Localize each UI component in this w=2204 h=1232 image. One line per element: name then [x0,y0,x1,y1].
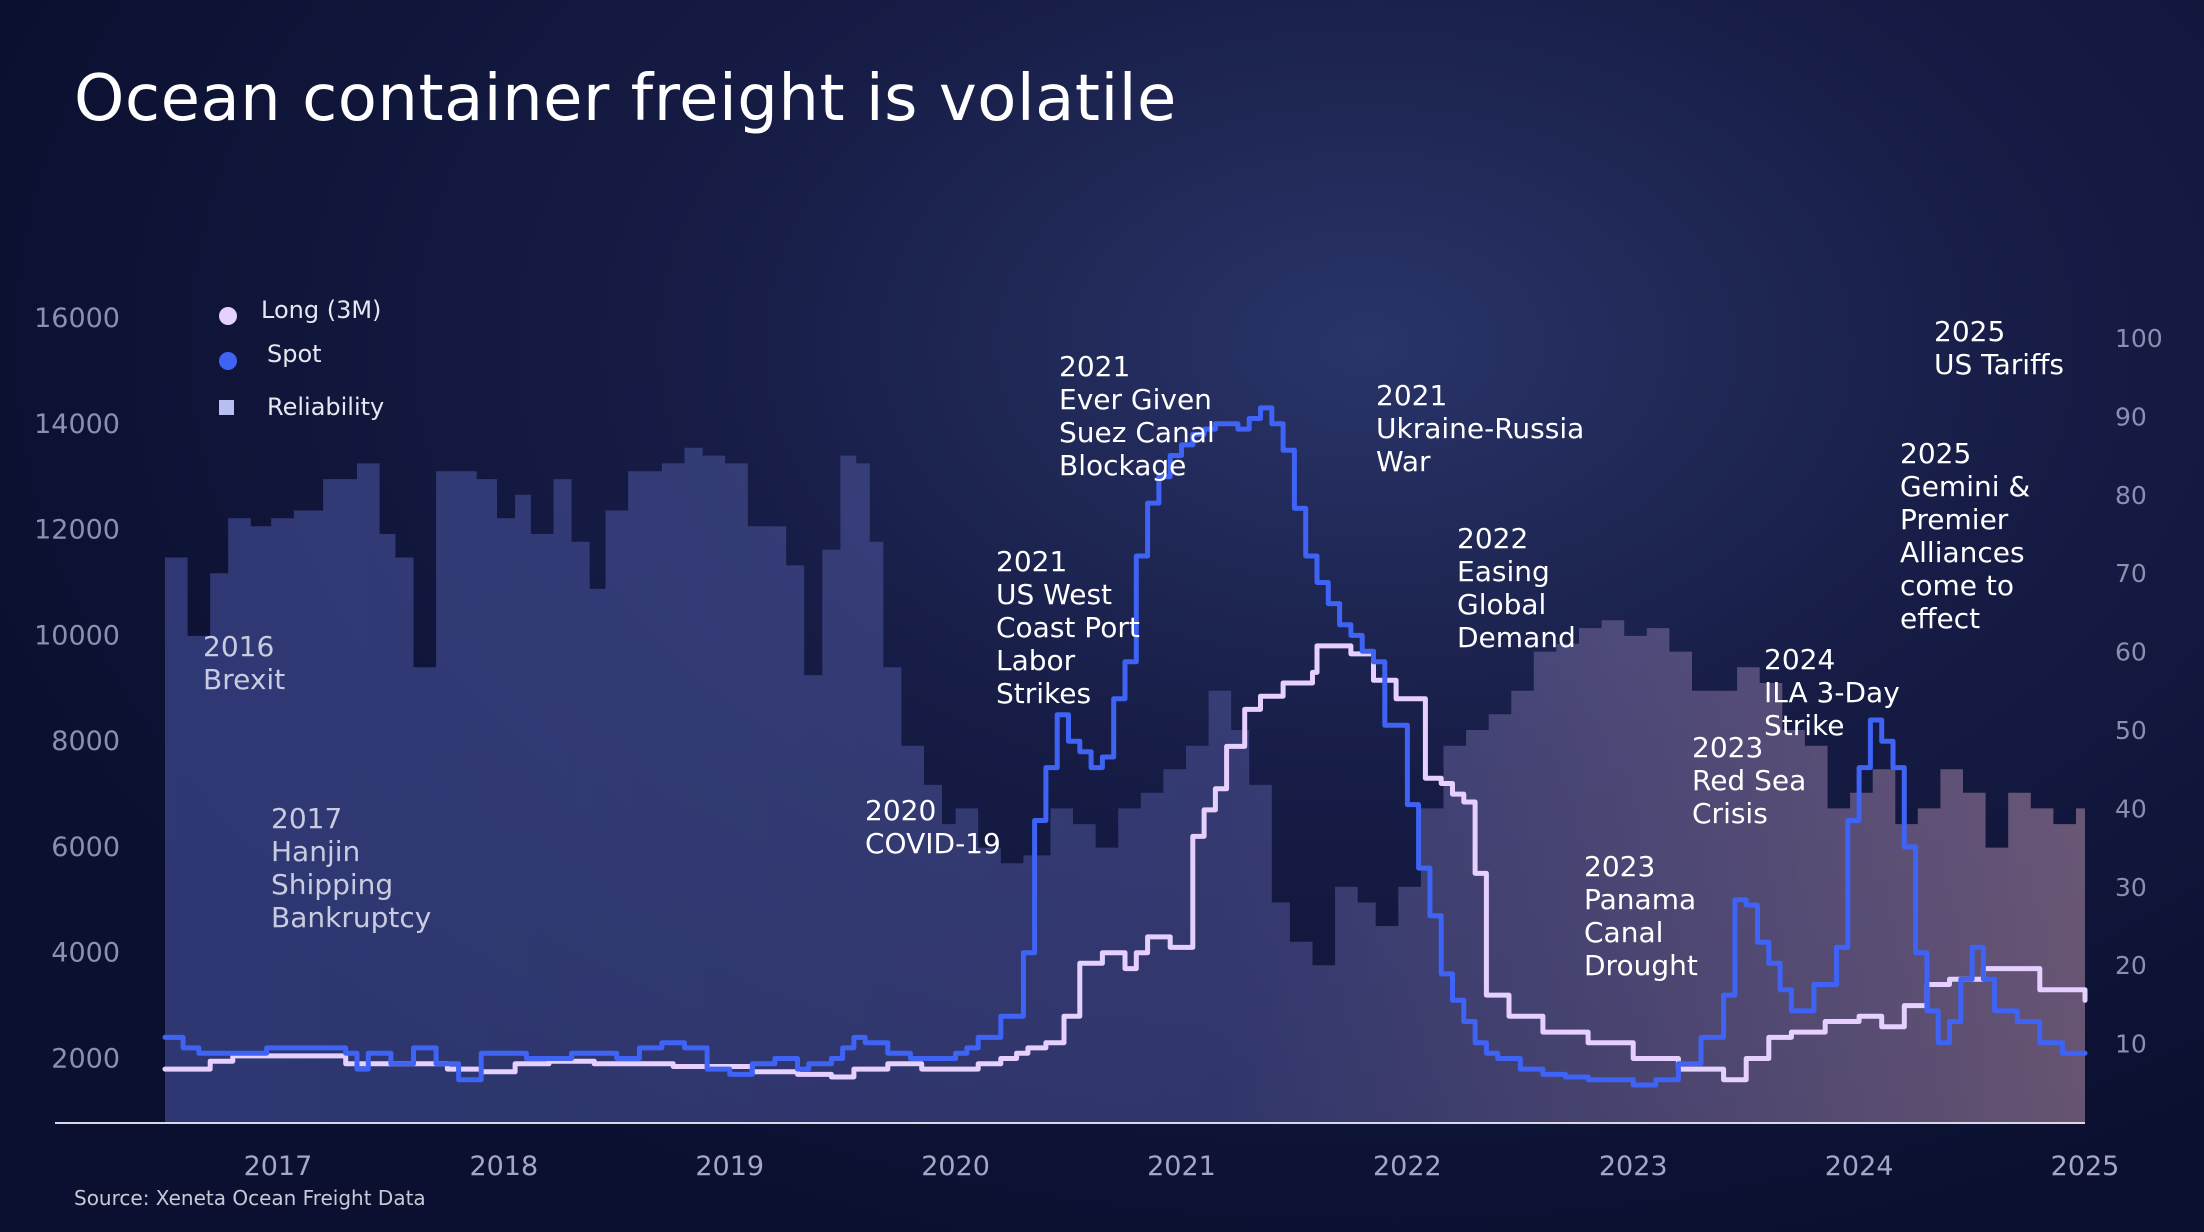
legend-spot-label: Spot [267,340,322,368]
x-tick-label: 2021 [1147,1151,1216,1182]
y-right-tick-label: 10 [2115,1030,2147,1059]
series-long-3m-line [162,643,2088,1083]
x-tick-label: 2024 [1825,1151,1894,1182]
event-annotation: 2021 Ukraine-Russia War [1376,379,1585,478]
legend-reliability-marker [219,400,234,415]
page-title: Ocean container freight is volatile [74,62,1177,136]
event-annotation: 2025 US Tariffs [1934,315,2064,381]
y-left-tick-label: 12000 [34,515,120,546]
event-annotation: 2017 Hanjin Shipping Bankruptcy [271,802,432,934]
y-right-tick-label: 20 [2115,951,2147,980]
y-right-tick-label: 30 [2115,873,2147,902]
x-tick-label: 2025 [2051,1151,2120,1182]
x-tick-label: 2020 [921,1151,990,1182]
event-annotation: 2023 Panama Canal Drought [1584,850,1698,982]
y-left-tick-label: 8000 [51,726,120,757]
y-right-tick-label: 50 [2115,716,2147,745]
y-left-tick-label: 10000 [34,620,120,651]
y-right-tick-label: 100 [2115,324,2163,353]
y-left-tick-label: 16000 [34,303,120,334]
series-reliability-area [165,447,2085,1122]
event-annotation: 2020 COVID-19 [865,794,1001,860]
legend-reliability-label: Reliability [267,393,385,421]
x-tick-label: 2018 [469,1151,538,1182]
legend-long-marker [219,307,237,325]
event-annotation: 2016 Brexit [203,630,286,696]
y-left-tick-label: 2000 [51,1044,120,1075]
event-annotation: 2023 Red Sea Crisis [1692,731,1807,830]
legend-spot-marker [219,352,237,370]
x-tick-label: 2023 [1599,1151,1668,1182]
y-right-tick-label: 90 [2115,402,2147,431]
series-spot-line [162,405,2088,1088]
y-left-tick-label: 6000 [51,832,120,863]
y-right-tick-label: 70 [2115,559,2147,588]
x-tick-label: 2017 [244,1151,313,1182]
x-tick-label: 2019 [695,1151,764,1182]
event-annotation: 2021 Ever Given Suez Canal Blockage [1059,350,1215,482]
y-right-tick-label: 80 [2115,481,2147,510]
y-left-tick-label: 14000 [34,409,120,440]
event-annotation: 2021 US West Coast Port Labor Strikes [996,545,1140,710]
event-annotation: 2022 Easing Global Demand [1457,522,1576,654]
y-left-tick-label: 4000 [51,938,120,969]
event-annotation: 2025 Gemini & Premier Alliances come to … [1900,437,2031,635]
y-right-tick-label: 60 [2115,638,2147,667]
x-tick-label: 2022 [1373,1151,1442,1182]
y-right-tick-label: 40 [2115,794,2147,823]
legend-long-label: Long (3M) [261,296,382,324]
source-note: Source: Xeneta Ocean Freight Data [74,1186,426,1210]
event-annotation: 2024 ILA 3-Day Strike [1764,643,1900,742]
